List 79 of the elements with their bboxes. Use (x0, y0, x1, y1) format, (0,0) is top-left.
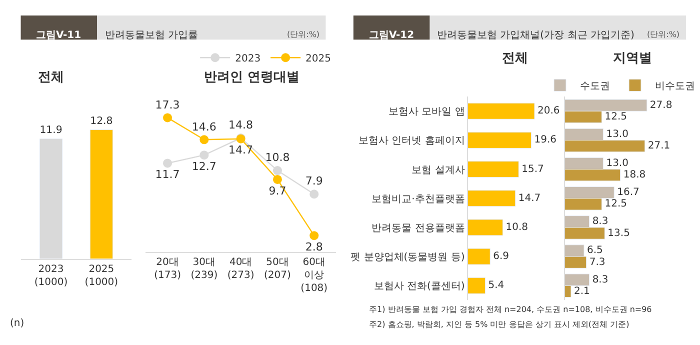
data-label: 15.7 (522, 164, 544, 175)
x-tick-label: 2023 (1000) (34, 264, 68, 288)
data-label: 6.9 (493, 251, 510, 262)
point (272, 174, 282, 184)
text: 주1) 반려동물 보험 가입 경험자 전체 n=204, 수도권 n=108, 비수도권 n=96 (369, 305, 652, 314)
data-label: 20.6 (538, 106, 560, 117)
data-label: 12.7 (192, 160, 216, 173)
data-label: 13.5 (608, 228, 630, 239)
data-label: 7.3 (589, 256, 606, 268)
point (310, 190, 319, 199)
data-label: 10.8 (506, 222, 528, 233)
data-label: 6.5 (586, 245, 603, 256)
y-tick-label: 보험사 전화(콜센터) (374, 281, 465, 292)
data-label: 7.9 (305, 174, 323, 188)
text: (단위:%) (647, 30, 680, 39)
legend-label: 비수도권 (655, 81, 695, 92)
bar (468, 219, 504, 236)
bar (468, 132, 532, 148)
data-label: 13.0 (606, 128, 628, 140)
data-label: 14.7 (228, 144, 254, 157)
y-tick-label: 보험 설계사 (412, 164, 465, 176)
point (163, 158, 172, 168)
legend-label: 수도권 (580, 81, 610, 92)
data-label: 14.7 (518, 192, 541, 204)
text: 반려동물보험 가입률 (105, 30, 198, 41)
chart-title: 지역별 (613, 51, 652, 66)
data-label: 16.7 (617, 187, 640, 198)
point (200, 135, 209, 144)
y-tick-label: 보험비교·추천플랫폼 (372, 194, 465, 205)
x-tick-label: 2025 (1000) (84, 264, 118, 288)
y-tick-label: 반려동물 전용플랫폼 (372, 222, 465, 234)
data-label: 11.9 (40, 125, 62, 136)
data-label: 5.4 (488, 280, 504, 292)
data-label: 27.8 (650, 100, 672, 111)
x-tick-label: 50대 (207) (264, 256, 292, 281)
text: (n) (10, 318, 24, 329)
text: 주2) 홈쇼핑, 박람회, 지인 등 5% 미만 응답은 상기 표시 제외(전체 기준) (369, 320, 630, 329)
data-label: 18.8 (623, 170, 646, 181)
data-label: 8.3 (592, 274, 608, 286)
data-label: 8.3 (592, 216, 608, 228)
x-tick-label: 20대 (173) (154, 256, 182, 281)
data-label: 13.0 (606, 158, 628, 169)
legend-label: 2023 (235, 54, 261, 65)
point (310, 231, 319, 240)
point (272, 166, 282, 176)
text: 그림V-11 (36, 30, 82, 41)
data-label: 12.5 (604, 198, 627, 210)
bar (468, 277, 486, 294)
bar (468, 248, 490, 265)
chart-title: 전체 (502, 51, 528, 66)
data-label: 12.5 (604, 111, 627, 122)
point (200, 150, 209, 160)
data-label: 27.1 (648, 140, 670, 152)
data-label: 10.8 (265, 151, 290, 164)
text: 그림V-12 (369, 30, 414, 41)
data-label: 2.8 (305, 240, 323, 254)
data-label: 14.8 (228, 118, 254, 132)
text: 반려동물보험 가입채널(가장 최근 가입기준) (437, 30, 634, 41)
x-tick-label: 60대 이상 (108) (300, 256, 328, 294)
data-label: 17.3 (155, 98, 180, 112)
x-tick-label: 30대 (239) (190, 256, 218, 281)
text: (단위:%) (287, 30, 320, 39)
data-label: 11.7 (155, 168, 180, 182)
y-tick-label: 펫 분양업체(동물병원 등) (350, 252, 465, 264)
data-label: 9.7 (268, 184, 286, 198)
legend-label: 2025 (306, 54, 332, 65)
data-label: 14.6 (192, 120, 216, 134)
chart-title: 전체 (38, 70, 64, 85)
point (163, 113, 172, 122)
y-tick-label: 보험사 인터넷 홈페이지 (358, 136, 465, 147)
bar (468, 161, 519, 178)
y-tick-label: 보험사 모바일 앱 (388, 106, 465, 118)
data-label: 19.6 (534, 134, 557, 146)
x-tick-label: 40대 (273) (227, 256, 254, 281)
data-label: 2.1 (574, 286, 590, 297)
data-label: 12.8 (90, 116, 113, 127)
bar (468, 190, 516, 207)
chart-title: 반려인 연령대별 (204, 70, 300, 85)
bar (468, 102, 535, 120)
